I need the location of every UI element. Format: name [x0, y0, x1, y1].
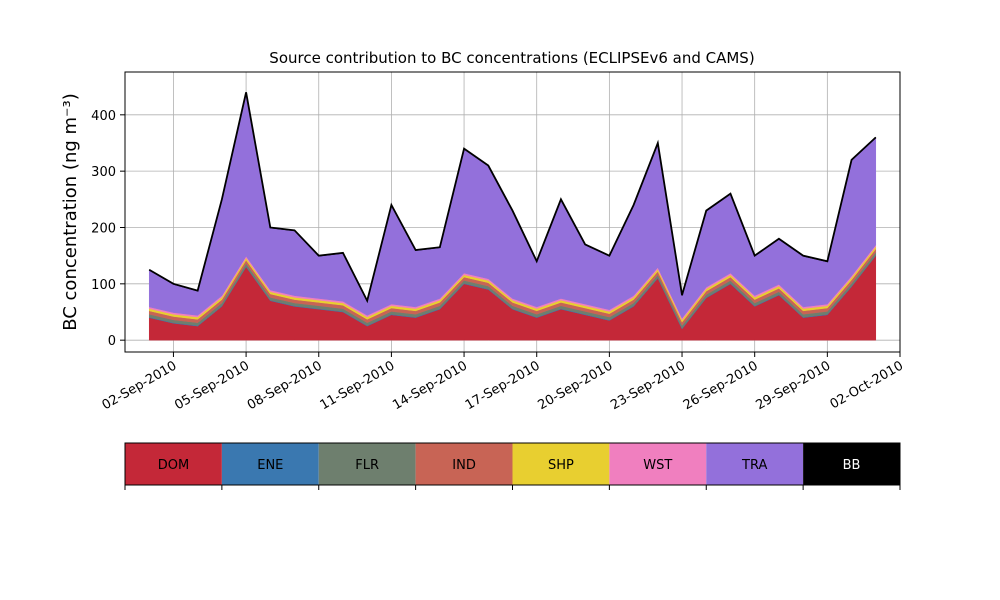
x-tick-label: 05-Sep-2010	[172, 358, 252, 413]
y-tick-label: 400	[91, 109, 116, 124]
legend-label: BB	[843, 458, 861, 473]
legend-frame	[124, 442, 901, 486]
x-tick-label: 20-Sep-2010	[536, 358, 616, 413]
legend-swatch	[512, 443, 610, 485]
legend-label: IND	[452, 458, 476, 473]
y-tick-label: 300	[91, 165, 116, 180]
plot-frame	[124, 71, 901, 353]
x-tick-label: 11-Sep-2010	[318, 358, 398, 413]
x-tick-label: 23-Sep-2010	[608, 358, 688, 413]
legend-swatch	[706, 443, 804, 485]
x-tick-label: 17-Sep-2010	[463, 358, 543, 413]
legend-label: FLR	[355, 458, 379, 473]
y-tick-label: 200	[91, 221, 116, 236]
legend-swatch	[221, 443, 319, 485]
x-tick-label: 14-Sep-2010	[390, 358, 470, 413]
legend-label: ENE	[257, 458, 283, 473]
legend-swatch	[318, 443, 416, 485]
legend-label: SHP	[548, 458, 574, 473]
legend-swatch	[415, 443, 513, 485]
legend-swatch	[609, 443, 707, 485]
x-tick-label: 29-Sep-2010	[754, 358, 834, 413]
legend-label: DOM	[158, 458, 189, 473]
legend-swatch	[803, 443, 900, 485]
total-line	[148, 92, 877, 304]
x-tick-label: 08-Sep-2010	[245, 358, 325, 413]
x-tick-label: 26-Sep-2010	[681, 358, 761, 413]
legend-label: TRA	[741, 458, 767, 473]
legend-swatch	[125, 443, 222, 485]
areas	[148, 92, 877, 341]
x-tick-label: 02-Oct-2010	[828, 358, 906, 412]
y-tick-label: 0	[108, 334, 116, 349]
y-axis-label: BC concentration (ng m⁻³)	[60, 93, 81, 331]
legend-label: WST	[643, 458, 672, 473]
chart-title: Source contribution to BC concentrations…	[269, 49, 754, 67]
x-tick-label: 02-Sep-2010	[100, 358, 180, 413]
y-tick-label: 100	[91, 278, 116, 293]
